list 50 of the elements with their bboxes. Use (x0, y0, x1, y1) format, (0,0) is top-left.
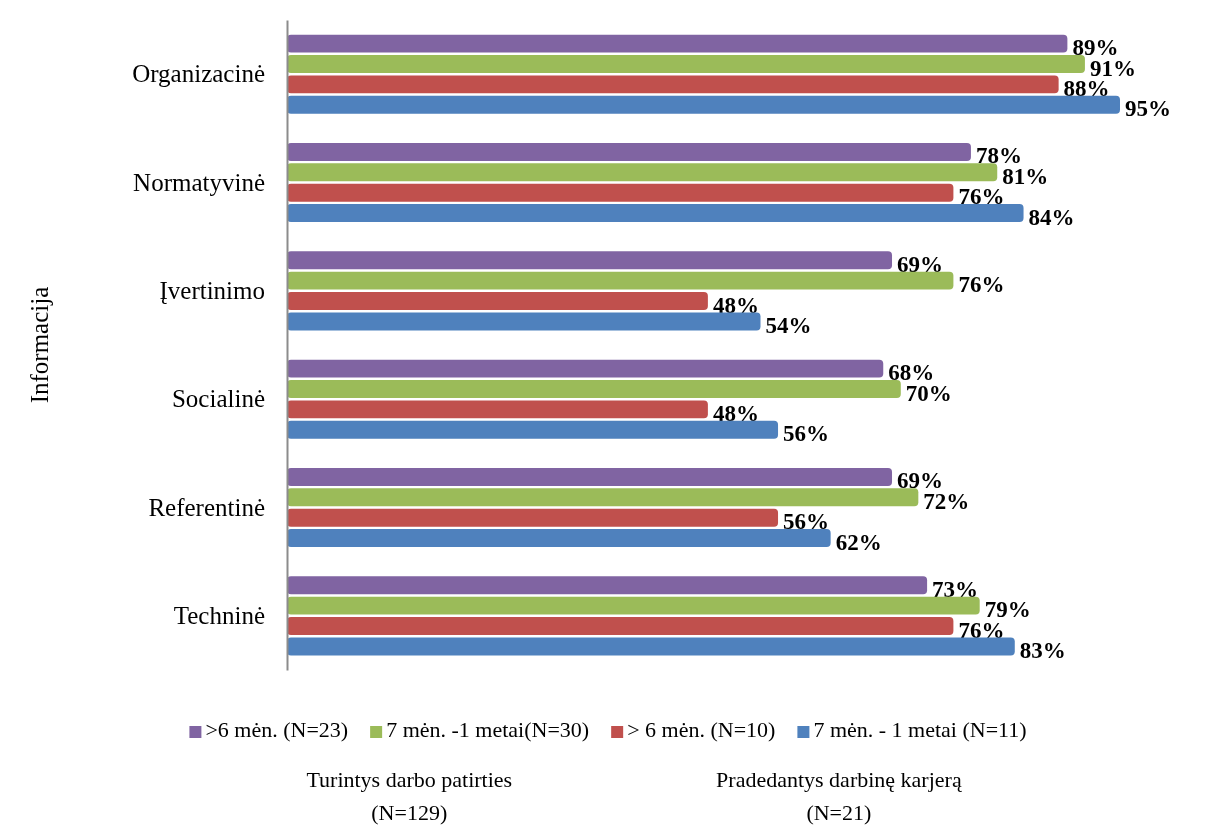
y-tick-label: Organizacinė (132, 60, 265, 88)
data-label: 76% (958, 184, 1005, 210)
data-label: 56% (783, 421, 830, 447)
bar (287, 596, 980, 615)
bar (287, 55, 1085, 73)
bar (287, 508, 779, 527)
bar (287, 251, 893, 270)
data-label: 69% (897, 251, 944, 277)
y-tick-label: Įvertinimo (159, 276, 265, 304)
data-label: 62% (835, 529, 882, 555)
y-tick-label: Normatyvinė (133, 168, 265, 196)
data-label: 84% (1028, 204, 1075, 230)
bar (287, 204, 1024, 223)
data-label: 76% (958, 272, 1005, 298)
legend-label: > 6 mėn. (N=10) (627, 717, 776, 743)
bar (287, 637, 1015, 656)
data-label: 56% (783, 509, 830, 535)
bar (287, 34, 1068, 53)
legend-label: 7 mėn. -1 metai(N=30) (386, 717, 590, 743)
bar (287, 75, 1059, 94)
legend-label: 7 mėn. - 1 metai (N=11) (813, 717, 1027, 743)
bar (287, 400, 708, 419)
bar (287, 380, 901, 398)
data-label: 48% (712, 292, 759, 318)
y-tick-label: Socialinė (171, 385, 265, 413)
bar (287, 420, 779, 439)
data-label: 48% (712, 400, 759, 426)
data-label: 73% (932, 576, 979, 602)
y-tick-label: Referentinė (148, 493, 265, 521)
y-tick-label: Techninė (173, 601, 265, 629)
text: Turintys darbo patirties (N=129) (306, 767, 513, 825)
bar (287, 576, 928, 595)
data-label: 83% (1019, 637, 1066, 663)
bar (287, 95, 1120, 114)
bar (287, 163, 998, 182)
bar (287, 467, 893, 486)
bar (287, 359, 884, 378)
bar (287, 312, 761, 331)
bar (287, 142, 971, 161)
bar (287, 292, 708, 310)
data-label: 54% (765, 312, 812, 338)
data-label: 95% (1125, 96, 1171, 122)
bar (287, 183, 954, 202)
bar (287, 271, 954, 290)
y-axis-title: Informacija (25, 286, 53, 404)
bar (287, 488, 919, 507)
text: Pradedantys darbinę karjerą (N=21) (716, 767, 962, 825)
bar (287, 529, 831, 548)
bar (287, 617, 954, 635)
legend-label: >6 mėn. (N=23) (205, 717, 349, 743)
